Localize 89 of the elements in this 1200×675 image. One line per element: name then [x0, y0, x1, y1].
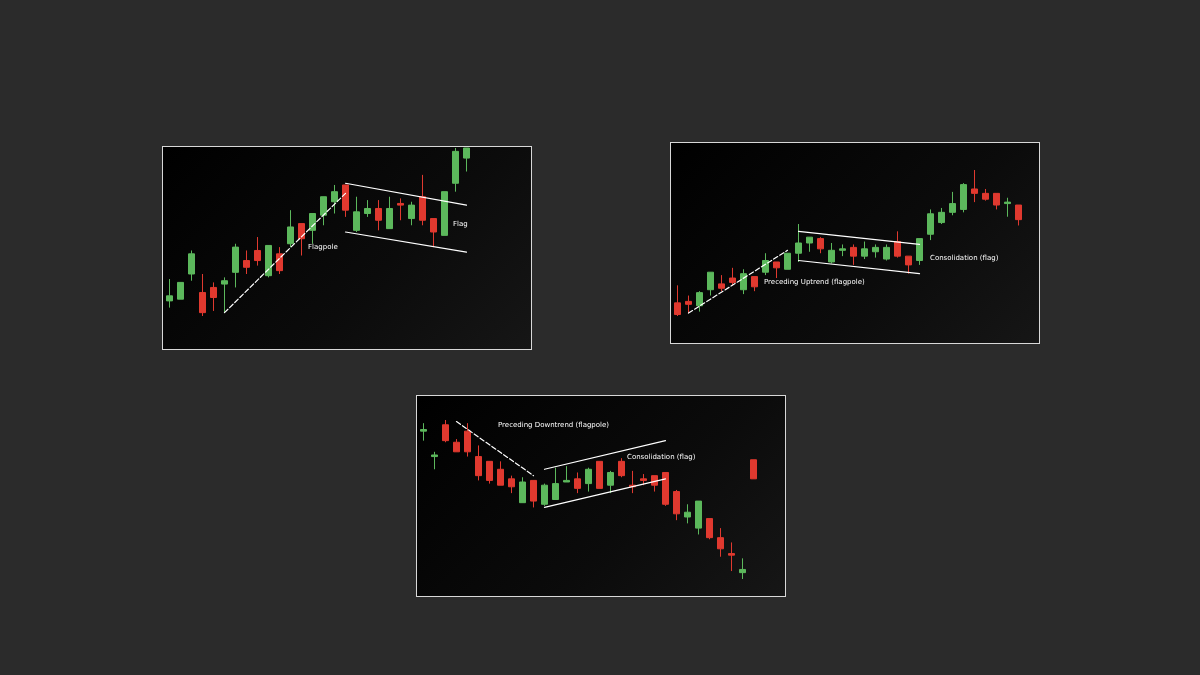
candlestick [265, 244, 272, 278]
candlestick [916, 238, 923, 266]
candlestick [419, 174, 426, 226]
candlestick [696, 290, 703, 313]
candlestick [750, 459, 757, 480]
candlestick [784, 252, 791, 270]
candlestick [707, 271, 714, 297]
candlestick [166, 278, 173, 309]
candlestick [298, 223, 305, 257]
candlestick [894, 230, 901, 259]
candlestick [839, 243, 846, 257]
candlestick [420, 422, 427, 442]
candlestick [740, 268, 747, 295]
candlestick [982, 188, 989, 202]
candlestick [254, 236, 261, 267]
candlestick [695, 500, 702, 535]
candlestick [728, 541, 735, 572]
candlestick [828, 242, 835, 264]
candlestick [408, 201, 415, 226]
candlestick [861, 241, 868, 260]
candlestick [1004, 197, 1011, 218]
candlestick [993, 192, 1000, 210]
candlestick [519, 476, 526, 504]
candlestick [762, 252, 769, 276]
candlestick [717, 527, 724, 558]
candlestick [453, 438, 460, 453]
candlestick [452, 147, 459, 193]
candlestick [938, 207, 945, 225]
candlestick [320, 196, 327, 226]
candlestick [585, 467, 592, 493]
candlestick [276, 246, 283, 275]
candlestick [1015, 204, 1022, 226]
candlestick [464, 422, 471, 458]
candlestick [872, 243, 879, 259]
candlestick [497, 460, 504, 486]
candlestick [210, 281, 217, 312]
candlestick [397, 197, 404, 221]
candlestick [442, 419, 449, 443]
candlestick [342, 184, 349, 218]
candlestick [530, 479, 537, 508]
candlestick [927, 208, 934, 241]
candlestick [607, 470, 614, 494]
candlestick [905, 255, 912, 275]
candlestick [618, 457, 625, 478]
candlestick [475, 444, 482, 481]
candlestick [729, 267, 736, 286]
candlestick [596, 460, 603, 489]
candlestick [431, 451, 438, 470]
candlestick [287, 209, 294, 248]
candlestick [718, 274, 725, 292]
candlestick [232, 243, 239, 288]
candlestick [364, 199, 371, 218]
candlestick [552, 467, 559, 500]
candlestick [739, 557, 746, 580]
candlestick [309, 213, 316, 245]
candlestick [221, 276, 228, 314]
candlestick [883, 243, 890, 262]
candlestick [662, 471, 669, 507]
candlestick [706, 518, 713, 540]
candlestick [684, 503, 691, 524]
candlestick [806, 236, 813, 253]
candlestick [795, 223, 802, 263]
candlestick [188, 249, 195, 282]
candlestick [574, 471, 581, 494]
candlestick [441, 191, 448, 236]
candlestick [674, 284, 681, 317]
candlestick [640, 473, 647, 486]
candlestick [751, 276, 758, 292]
candlestick [563, 465, 570, 483]
candlestick [685, 295, 692, 314]
candlestick [971, 169, 978, 203]
candlestick [486, 460, 493, 485]
candlestick [375, 199, 382, 231]
candlestick [199, 273, 206, 317]
candlestick [850, 243, 857, 266]
candlestick [386, 196, 393, 230]
candlestick [331, 184, 338, 215]
candlestick [673, 489, 680, 521]
candlestick [949, 191, 956, 216]
candlestick [243, 249, 250, 275]
candlestick [541, 483, 548, 507]
candlestick [353, 196, 360, 233]
candlestick [463, 147, 470, 173]
candlestick [430, 218, 437, 248]
candlestick [177, 281, 184, 300]
candlestick [508, 475, 515, 494]
candlestick [960, 182, 967, 213]
candlestick [773, 261, 780, 279]
candlestick [817, 236, 824, 254]
